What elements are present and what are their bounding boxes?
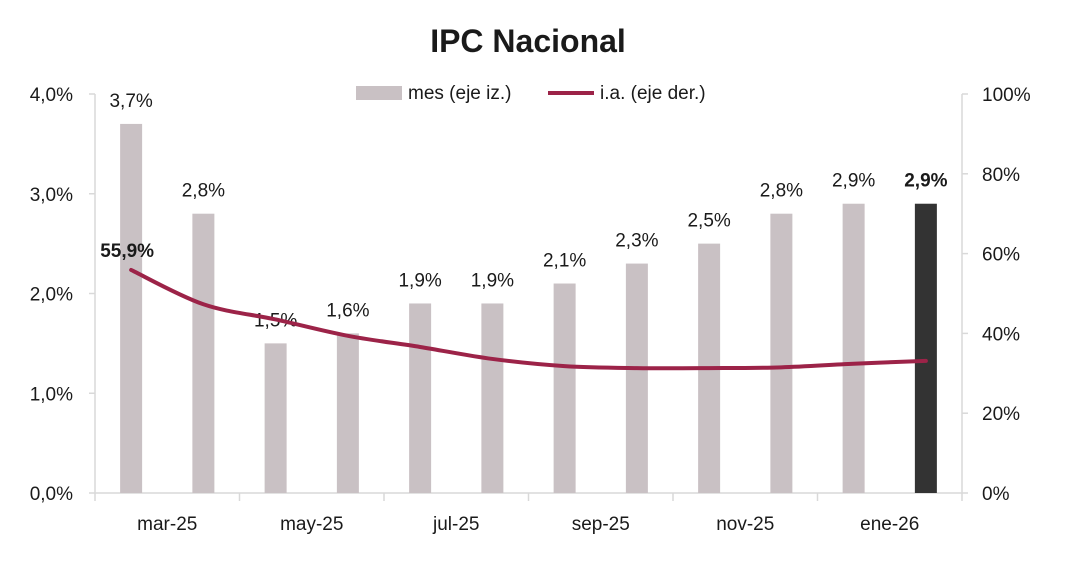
y-right-tick-label: 60% (982, 245, 1020, 266)
bar (120, 123, 143, 494)
line-data-label: 55,9% (100, 241, 154, 262)
bar-data-label: 2,1% (543, 251, 586, 272)
y-left-tick-label: 1,0% (30, 384, 73, 405)
bar-data-label: 2,5% (687, 211, 730, 232)
y-right-tick-label: 20% (982, 404, 1020, 425)
bar-data-label: 2,8% (760, 181, 803, 202)
bar-data-label: 2,3% (615, 231, 658, 252)
bar-data-label: 2,8% (182, 181, 225, 202)
bar (625, 263, 648, 493)
bar (409, 303, 432, 493)
line-data-labels: 55,9% (100, 241, 154, 262)
bar (553, 283, 576, 493)
y-right-tick-label: 0% (982, 484, 1010, 505)
y-left-tick-label: 3,0% (30, 185, 73, 206)
bar (914, 203, 937, 493)
x-tick-label: nov-25 (716, 514, 774, 535)
line-series-path (129, 267, 928, 371)
line-series (129, 267, 928, 371)
axes: 0,0% 1,0% 2,0% 3,0% 4,0% 0% 20% 40% 60% 80% 100% ma… (30, 85, 1031, 535)
bar (192, 213, 215, 493)
legend: mes (eje iz.) i.a. (eje der.) (356, 83, 706, 104)
bar-data-label: 2,9% (832, 171, 875, 192)
y-right-tick-label: 40% (982, 324, 1020, 345)
x-tick-label: may-25 (280, 514, 343, 535)
x-tick-label: sep-25 (572, 514, 630, 535)
bar-data-label: 3,7% (109, 91, 152, 112)
bar-data-label: 1,6% (326, 300, 369, 321)
bar-series (120, 123, 937, 494)
bar (264, 343, 287, 493)
x-tick-label: mar-25 (137, 514, 197, 535)
legend-label-line: i.a. (eje der.) (600, 83, 706, 104)
y-left-tick-label: 4,0% (30, 85, 73, 106)
y-right-tick-label: 80% (982, 165, 1020, 186)
chart-title: IPC Nacional (430, 23, 626, 59)
bar (770, 213, 793, 493)
x-tick-label: jul-25 (432, 514, 479, 535)
bar (842, 203, 865, 493)
legend-swatch-bars (356, 86, 402, 100)
bar-data-label: 1,9% (471, 270, 514, 291)
legend-label-bars: mes (eje iz.) (408, 83, 511, 104)
y-right-tick-label: 100% (982, 85, 1031, 106)
y-left-tick-label: 0,0% (30, 484, 73, 505)
bar-data-label: 1,9% (398, 270, 441, 291)
x-tick-label: ene-26 (860, 514, 919, 535)
bar-data-labels: 3,7%2,8%1,5% 1,6%1,9% 1,9%2,1%2,3%2,5%2,8%… (109, 91, 947, 331)
bar-data-label: 2,9% (904, 171, 947, 192)
bar (336, 333, 359, 493)
y-left-tick-label: 2,0% (30, 285, 73, 306)
bar (481, 303, 504, 493)
